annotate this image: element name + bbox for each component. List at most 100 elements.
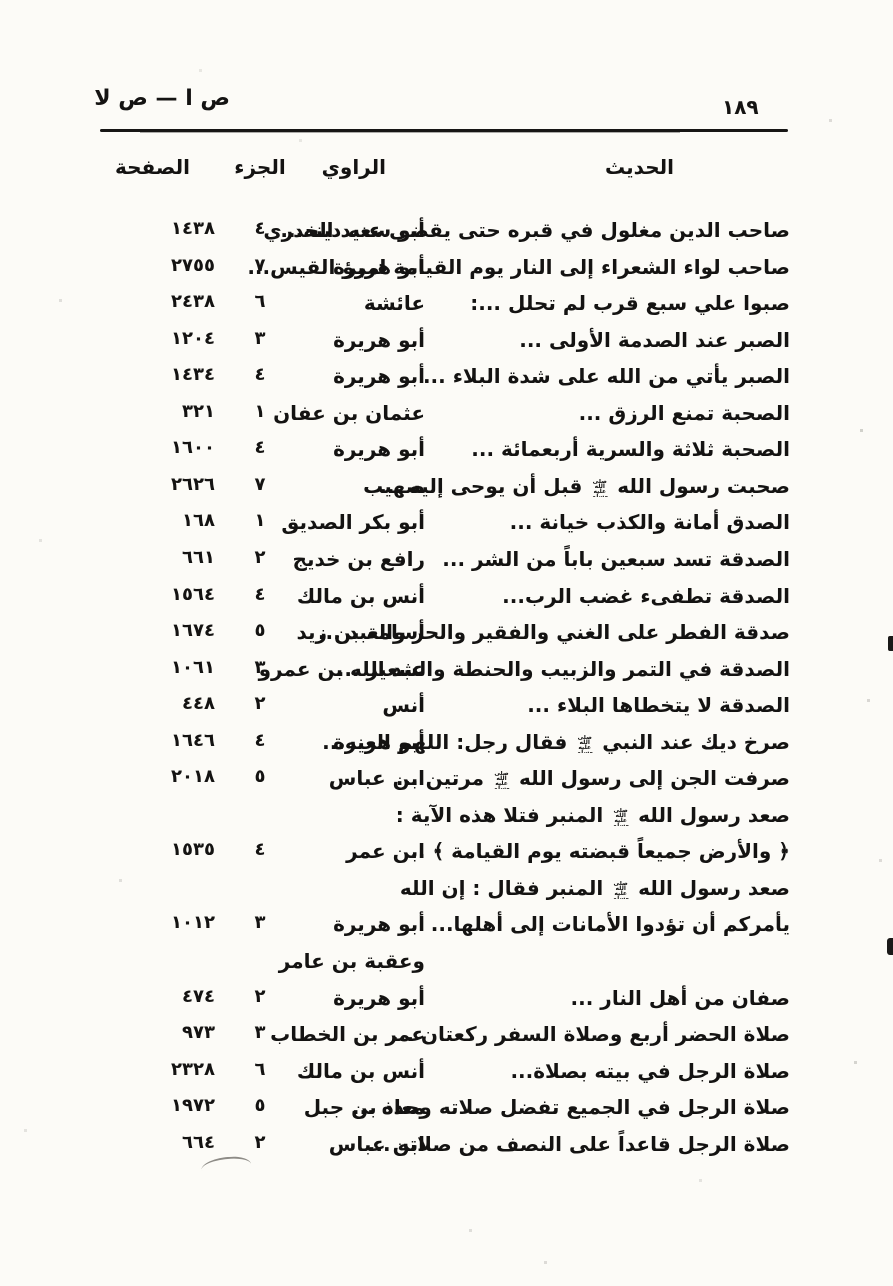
page-number-value: ١٦٤٦ — [171, 730, 215, 751]
page-number-value: ١٦٠٠ — [171, 437, 215, 458]
page-number-value: ١٤٣٨ — [171, 218, 215, 239]
narrator-name: ابن عمر — [346, 839, 425, 863]
narrator-name: أسامة بن زيد — [296, 620, 425, 644]
hadith-text: الصبر عند الصدمة الأولى ... — [519, 328, 790, 352]
table-row: صعد رسول الله صلى الله عليه وسلم المنبر … — [0, 803, 893, 830]
page-number-value: ٤٧٤ — [182, 986, 215, 1007]
table-row: صحبت رسول الله صلى الله عليه وسلم قبل أن… — [0, 474, 893, 501]
table-row: الصدق أمانة والكذب خيانة ... أبو بكر الصد… — [0, 510, 893, 537]
table-row: صاحب الدين مغلول في قبره حتى يقضى عنه دي… — [0, 218, 893, 245]
narrator-name: رافع بن خديج — [292, 547, 425, 571]
hadith-text: صحبت رسول الله صلى الله عليه وسلم قبل أن… — [379, 474, 790, 498]
narrator-name: أبو هريرة — [333, 912, 425, 936]
hadith-text: صلاة الرجل في الجميع تفضل صلاته وحده ... — [351, 1095, 790, 1119]
page-number-value: ٣٢١ — [182, 401, 215, 422]
page-number-value: ١٠٦١ — [171, 657, 215, 678]
table-row: صلاة الحضر أربع وصلاة السفر ركعتان ... عم… — [0, 1022, 893, 1049]
volume-number: ٢ — [254, 693, 266, 714]
volume-number: ٦ — [254, 291, 266, 312]
narrator-name: عمر بن الخطاب — [270, 1022, 425, 1046]
narrator-name: ابن عباس — [328, 766, 425, 790]
page-number-value: ١٥٦٤ — [171, 584, 215, 605]
narrator-name: ابن عباس — [328, 1132, 425, 1156]
narrator-name: عثمان بن عفان — [273, 401, 425, 425]
page-number-value: ٤٤٨ — [182, 693, 215, 714]
narrator-name: أنس — [382, 693, 425, 717]
table-row: ﴿ والأرض جميعاً قبضته يوم القيامة ﴾ ... ا… — [0, 839, 893, 866]
volume-number: ٤ — [254, 437, 266, 458]
table-row: صدقة الفطر على الغني والفقير والحر والعب… — [0, 620, 893, 647]
hadith-text: صعد رسول الله صلى الله عليه وسلم المنبر … — [395, 803, 790, 827]
table-row: الصحبة تمنع الرزق ... عثمان بن عفان ١ ٣٢١ — [0, 401, 893, 428]
volume-number: ٢ — [254, 1132, 266, 1153]
page-number-value: ١٥٣٥ — [171, 839, 215, 860]
narrator-name: أبو هريرة — [333, 328, 425, 352]
column-header-narrator: الراوي — [321, 155, 386, 179]
hadith-text: الصحبة ثلاثة والسرية أربعمائة ... — [471, 437, 790, 461]
volume-number: ٤ — [254, 730, 266, 751]
hadith-text: الصدقة في التمر والزبيب والحنطة والشعير … — [336, 657, 790, 681]
hadith-text: يأمركم أن تؤدوا الأمانات إلى أهلها... — [430, 912, 790, 936]
hadith-text: صلاة الرجل قاعداً على النصف من صلاته ... — [367, 1132, 790, 1156]
column-header-hadith: الحديث — [604, 155, 674, 179]
table-row: وعقبة بن عامر — [0, 949, 893, 976]
volume-number: ٢ — [254, 986, 266, 1007]
hadith-text: الصدقة لا يتخطاها البلاء ... — [527, 693, 790, 717]
table-row: صبوا علي سبع قرب لم تحلل ...: عائشة ٦ ٢٤٣٨ — [0, 291, 893, 318]
table-row: صعد رسول الله صلى الله عليه وسلم المنبر … — [0, 876, 893, 903]
volume-number: ٥ — [254, 1095, 266, 1116]
folio-page-number: ١٨٩ — [722, 95, 759, 119]
page-number-value: ١٦٨ — [182, 510, 215, 531]
volume-number: ٣ — [254, 657, 266, 678]
narrator-name: أبو هريرة — [333, 730, 425, 754]
page-number-value: ١٠١٢ — [171, 912, 215, 933]
hadith-text: الصبر يأتي من الله على شدة البلاء ... — [422, 364, 790, 388]
page-number-value: ٦٦١ — [182, 547, 215, 568]
header-divider-rule — [100, 129, 788, 133]
hadith-text: الصحبة تمنع الرزق ... — [578, 401, 790, 425]
page-number-value: ٢٧٥٥ — [171, 255, 215, 276]
table-row: صلاة الرجل في بيته بصلاة... أنس بن مالك ٦ ٢… — [0, 1059, 893, 1086]
volume-number: ٤ — [254, 839, 266, 860]
hadith-text: الصدق أمانة والكذب خيانة ... — [509, 510, 790, 534]
table-row: الصدقة لا يتخطاها البلاء ... أنس ٢ ٤٤٨ — [0, 693, 893, 720]
narrator-name: أبو هريرة — [333, 364, 425, 388]
pbuh-ligature: صلى الله عليه وسلم — [591, 479, 609, 497]
page-number-value: ١٦٧٤ — [171, 620, 215, 641]
running-header-section-range: ص ا — ص لا — [94, 86, 230, 111]
table-row: صلاة الرجل قاعداً على النصف من صلاته ...… — [0, 1132, 893, 1159]
volume-number: ٥ — [254, 620, 266, 641]
volume-number: ٦ — [254, 1059, 266, 1080]
hadith-text: صرخ ديك عند النبي صلى الله عليه وسلم فقا… — [322, 730, 790, 754]
page-number-value: ٢٣٢٨ — [171, 1059, 215, 1080]
page-number-value: ١٩٧٢ — [171, 1095, 215, 1116]
narrator-name: وعقبة بن عامر — [278, 949, 425, 973]
volume-number: ٣ — [254, 1022, 266, 1043]
hadith-text: صعد رسول الله صلى الله عليه وسلم المنبر … — [399, 876, 790, 900]
volume-number: ٧ — [254, 474, 266, 495]
scan-ink-mark — [888, 636, 893, 651]
hadith-text: صدقة الفطر على الغني والفقير والحر والعب… — [317, 620, 790, 644]
volume-number: ٢ — [254, 547, 266, 568]
paper-noise — [0, 0, 1, 1]
hadith-text: صلاة الرجل في بيته بصلاة... — [510, 1059, 790, 1083]
narrator-name: أبو هريرة — [333, 437, 425, 461]
narrator-name: أبو بكر الصديق — [281, 510, 425, 534]
table-row: الصحبة ثلاثة والسرية أربعمائة ... أبو هري… — [0, 437, 893, 464]
volume-number: ٥ — [254, 766, 266, 787]
pbuh-ligature: صلى الله عليه وسلم — [612, 808, 630, 826]
narrator-name: أبو هريرة — [333, 986, 425, 1010]
page-number-value: ٩٧٣ — [182, 1022, 215, 1043]
table-row: الصبر عند الصدمة الأولى ... أبو هريرة ٣ ١٢٠… — [0, 328, 893, 355]
volume-number: ٣ — [254, 912, 266, 933]
hadith-text: الصدقة تطفىء غضب الرب... — [502, 584, 790, 608]
volume-number: ٤ — [254, 218, 266, 239]
narrator-name: أنس بن مالك — [296, 1059, 425, 1083]
volume-number: ٤ — [254, 584, 266, 605]
page-number-value: ٦٦٤ — [182, 1132, 215, 1153]
table-row: الصدقة في التمر والزبيب والحنطة والشعير … — [0, 657, 893, 684]
narrator-name: عائشة — [363, 291, 425, 315]
table-row: صرخ ديك عند النبي صلى الله عليه وسلم فقا… — [0, 730, 893, 757]
hadith-text: صبوا علي سبع قرب لم تحلل ...: — [470, 291, 790, 315]
